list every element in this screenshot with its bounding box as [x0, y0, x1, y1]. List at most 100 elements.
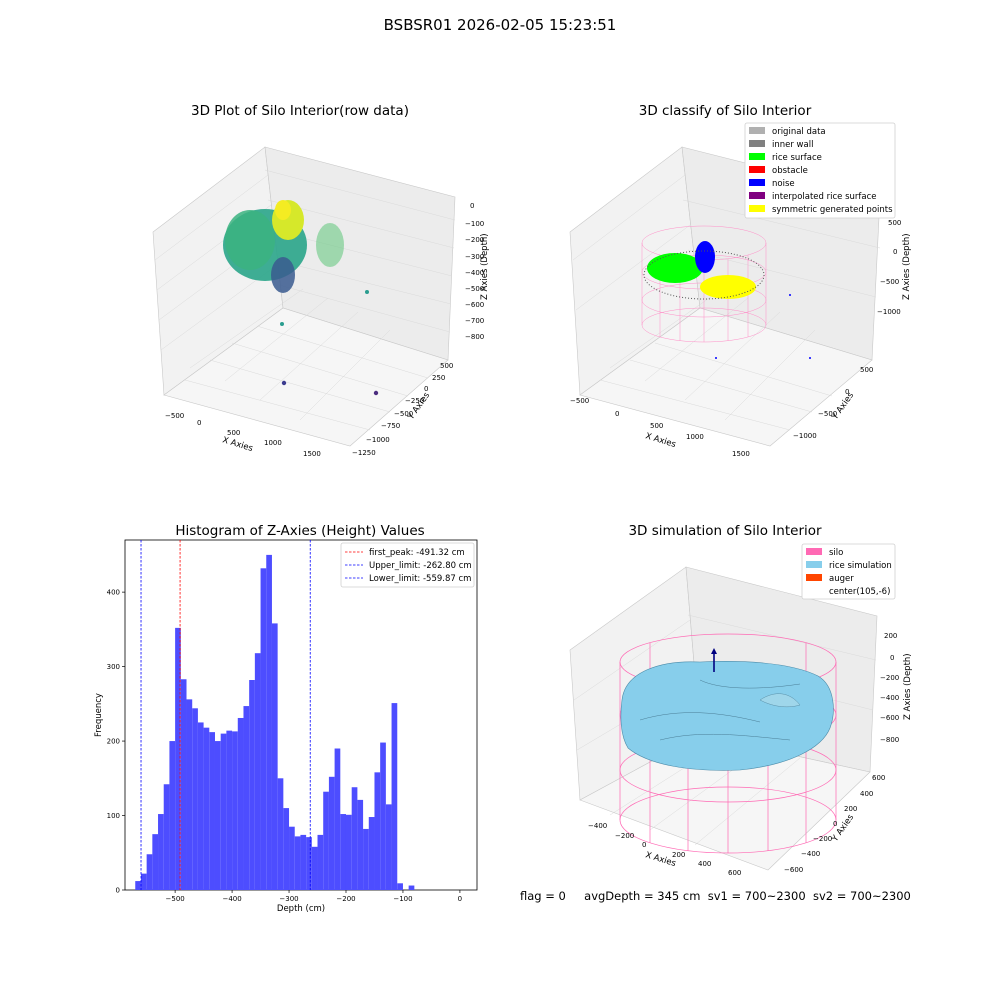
histogram-y-tick-label: 300 — [107, 663, 120, 671]
histogram-bar — [249, 680, 255, 890]
panel4-y-tick: −600 — [784, 866, 803, 874]
panel2-noise-point — [809, 357, 811, 359]
histogram-bar — [368, 817, 375, 890]
panel2-noise-cluster — [695, 241, 715, 273]
panel1-x-tick: 1500 — [303, 450, 321, 458]
panel4-z-tick: 200 — [884, 632, 897, 640]
panel4-x-tick: −200 — [615, 832, 634, 840]
footer-status: flag = 0 avgDepth = 345 cm sv1 = 700~230… — [520, 889, 911, 903]
histogram-bar — [220, 733, 227, 890]
panel4-y-label: Y Axies — [830, 812, 857, 844]
panel2-inner-wall-points — [643, 250, 765, 300]
panel1-y-tick: −500 — [394, 410, 413, 418]
panel2-x-tick: 0 — [615, 410, 619, 418]
panel1-z-tick: −200 — [465, 236, 484, 244]
panel2-title: 3D classify of Silo Interior — [638, 103, 812, 119]
legend-label-silo: silo — [829, 548, 843, 558]
histogram-bar — [175, 627, 181, 890]
histogram-bar — [226, 730, 233, 890]
histogram-x-tick-label: −200 — [336, 895, 355, 903]
panel1-y-tick: −250 — [405, 397, 424, 405]
histogram-bar — [345, 814, 352, 890]
panel1-x-label: X Axies — [221, 435, 254, 454]
histogram-bar — [237, 717, 244, 890]
histogram-y-ticks: 0 100 200 300 400 — [107, 589, 125, 895]
legend-label-symmetric: symmetric generated points — [772, 205, 893, 215]
histogram-bar — [266, 554, 272, 890]
histogram-bar — [323, 791, 329, 890]
legend-label-upper-limit: Upper_limit: -262.80 cm — [369, 561, 472, 571]
histogram-bar — [140, 873, 147, 890]
panel1-y-tick: 500 — [440, 362, 453, 370]
histogram-bar — [203, 727, 210, 890]
legend-label-noise: noise — [772, 179, 795, 189]
panel4-z-tick: −800 — [880, 736, 899, 744]
histogram-bar — [328, 776, 335, 890]
histogram-y-tick-label: 400 — [107, 589, 120, 597]
panel1-z-tick: −300 — [465, 253, 484, 261]
histogram-bar — [289, 826, 295, 890]
histogram-bar — [408, 885, 415, 890]
panel2-legend: original data inner wall rice surface ob… — [744, 122, 896, 219]
histogram-legend-box — [340, 542, 475, 588]
legend-label-first-peak: first_peak: -491.32 cm — [369, 548, 465, 558]
panel4-x-tick: 400 — [698, 860, 711, 868]
histogram-bar — [277, 778, 284, 890]
panel2-z-label: Z Axies (Depth) — [902, 233, 912, 300]
histogram-reference-lines — [140, 540, 311, 890]
footer-avg-depth: avgDepth = 345 cm — [584, 889, 701, 903]
panel4-x-tick: 200 — [672, 851, 685, 859]
histogram-x-tick-label: −100 — [393, 895, 412, 903]
panel4-title: 3D simulation of Silo Interior — [628, 523, 822, 539]
panel4-axes3d: silo rice simulation auger center(105,-6… — [569, 543, 913, 877]
panel4-y-tick: 600 — [872, 774, 885, 782]
histogram-bar — [374, 772, 381, 890]
panel1-z-tick: 0 — [470, 202, 474, 210]
histogram-x-ticks: −500 −400 −300 −200 −100 0 — [166, 890, 462, 903]
panel4-z-tick: −600 — [880, 714, 899, 722]
histogram-bar — [363, 828, 369, 890]
legend-swatch-rice-simulation — [806, 561, 822, 568]
legend-label-lower-limit: Lower_limit: -559.87 cm — [369, 574, 471, 584]
panel4-auger-head — [711, 648, 717, 654]
panel2-x-tick: 500 — [650, 422, 663, 430]
histogram-bar — [334, 748, 341, 890]
panel2-x-tick: −500 — [570, 397, 589, 405]
histogram-bar — [169, 741, 176, 890]
panel1-z-tick: −400 — [465, 269, 484, 277]
histogram-bar — [158, 814, 164, 890]
panel4-rice-simulation-surface — [620, 661, 834, 771]
histogram-y-tick-label: 0 — [116, 887, 120, 895]
panel1-outlier-point — [365, 290, 369, 294]
histogram-bar — [317, 834, 324, 890]
histogram-x-tick-label: −300 — [279, 895, 298, 903]
panel4-z-tick: −400 — [880, 694, 899, 702]
panel1-y-tick: 250 — [432, 374, 445, 382]
histogram-bar — [306, 837, 312, 890]
legend-swatch-silo — [806, 548, 822, 555]
histogram-bar — [294, 836, 301, 890]
panel4-legend: silo rice simulation auger center(105,-6… — [801, 543, 896, 600]
panel1-x-tick: −500 — [165, 412, 184, 420]
legend-label-original-data: original data — [772, 127, 826, 137]
panel4-y-tick: 0 — [833, 820, 837, 828]
histogram-bar — [209, 732, 215, 890]
panel2-z-tick: −500 — [880, 278, 899, 286]
panel4-y-tick: 400 — [860, 790, 873, 798]
histogram-bar — [232, 731, 238, 890]
panel1-point-cloud-low — [271, 257, 295, 293]
histogram-bar — [254, 653, 261, 890]
panel2-legend-box — [744, 122, 896, 219]
panel2-x-label: X Axies — [644, 431, 677, 450]
panel4-legend-box — [801, 543, 896, 600]
panel2-y-tick: −500 — [818, 410, 837, 418]
histogram-bar — [391, 703, 398, 890]
histogram-bar — [340, 814, 346, 890]
panel1-y-tick: −1250 — [352, 449, 376, 457]
histogram-bar — [397, 883, 403, 890]
histogram-x-tick-label: −400 — [222, 895, 241, 903]
histogram-bar — [214, 741, 221, 890]
legend-swatch-interpolated — [749, 192, 765, 199]
histogram-y-tick-label: 100 — [107, 812, 120, 820]
panel1-point-cloud-scatter — [316, 223, 344, 267]
